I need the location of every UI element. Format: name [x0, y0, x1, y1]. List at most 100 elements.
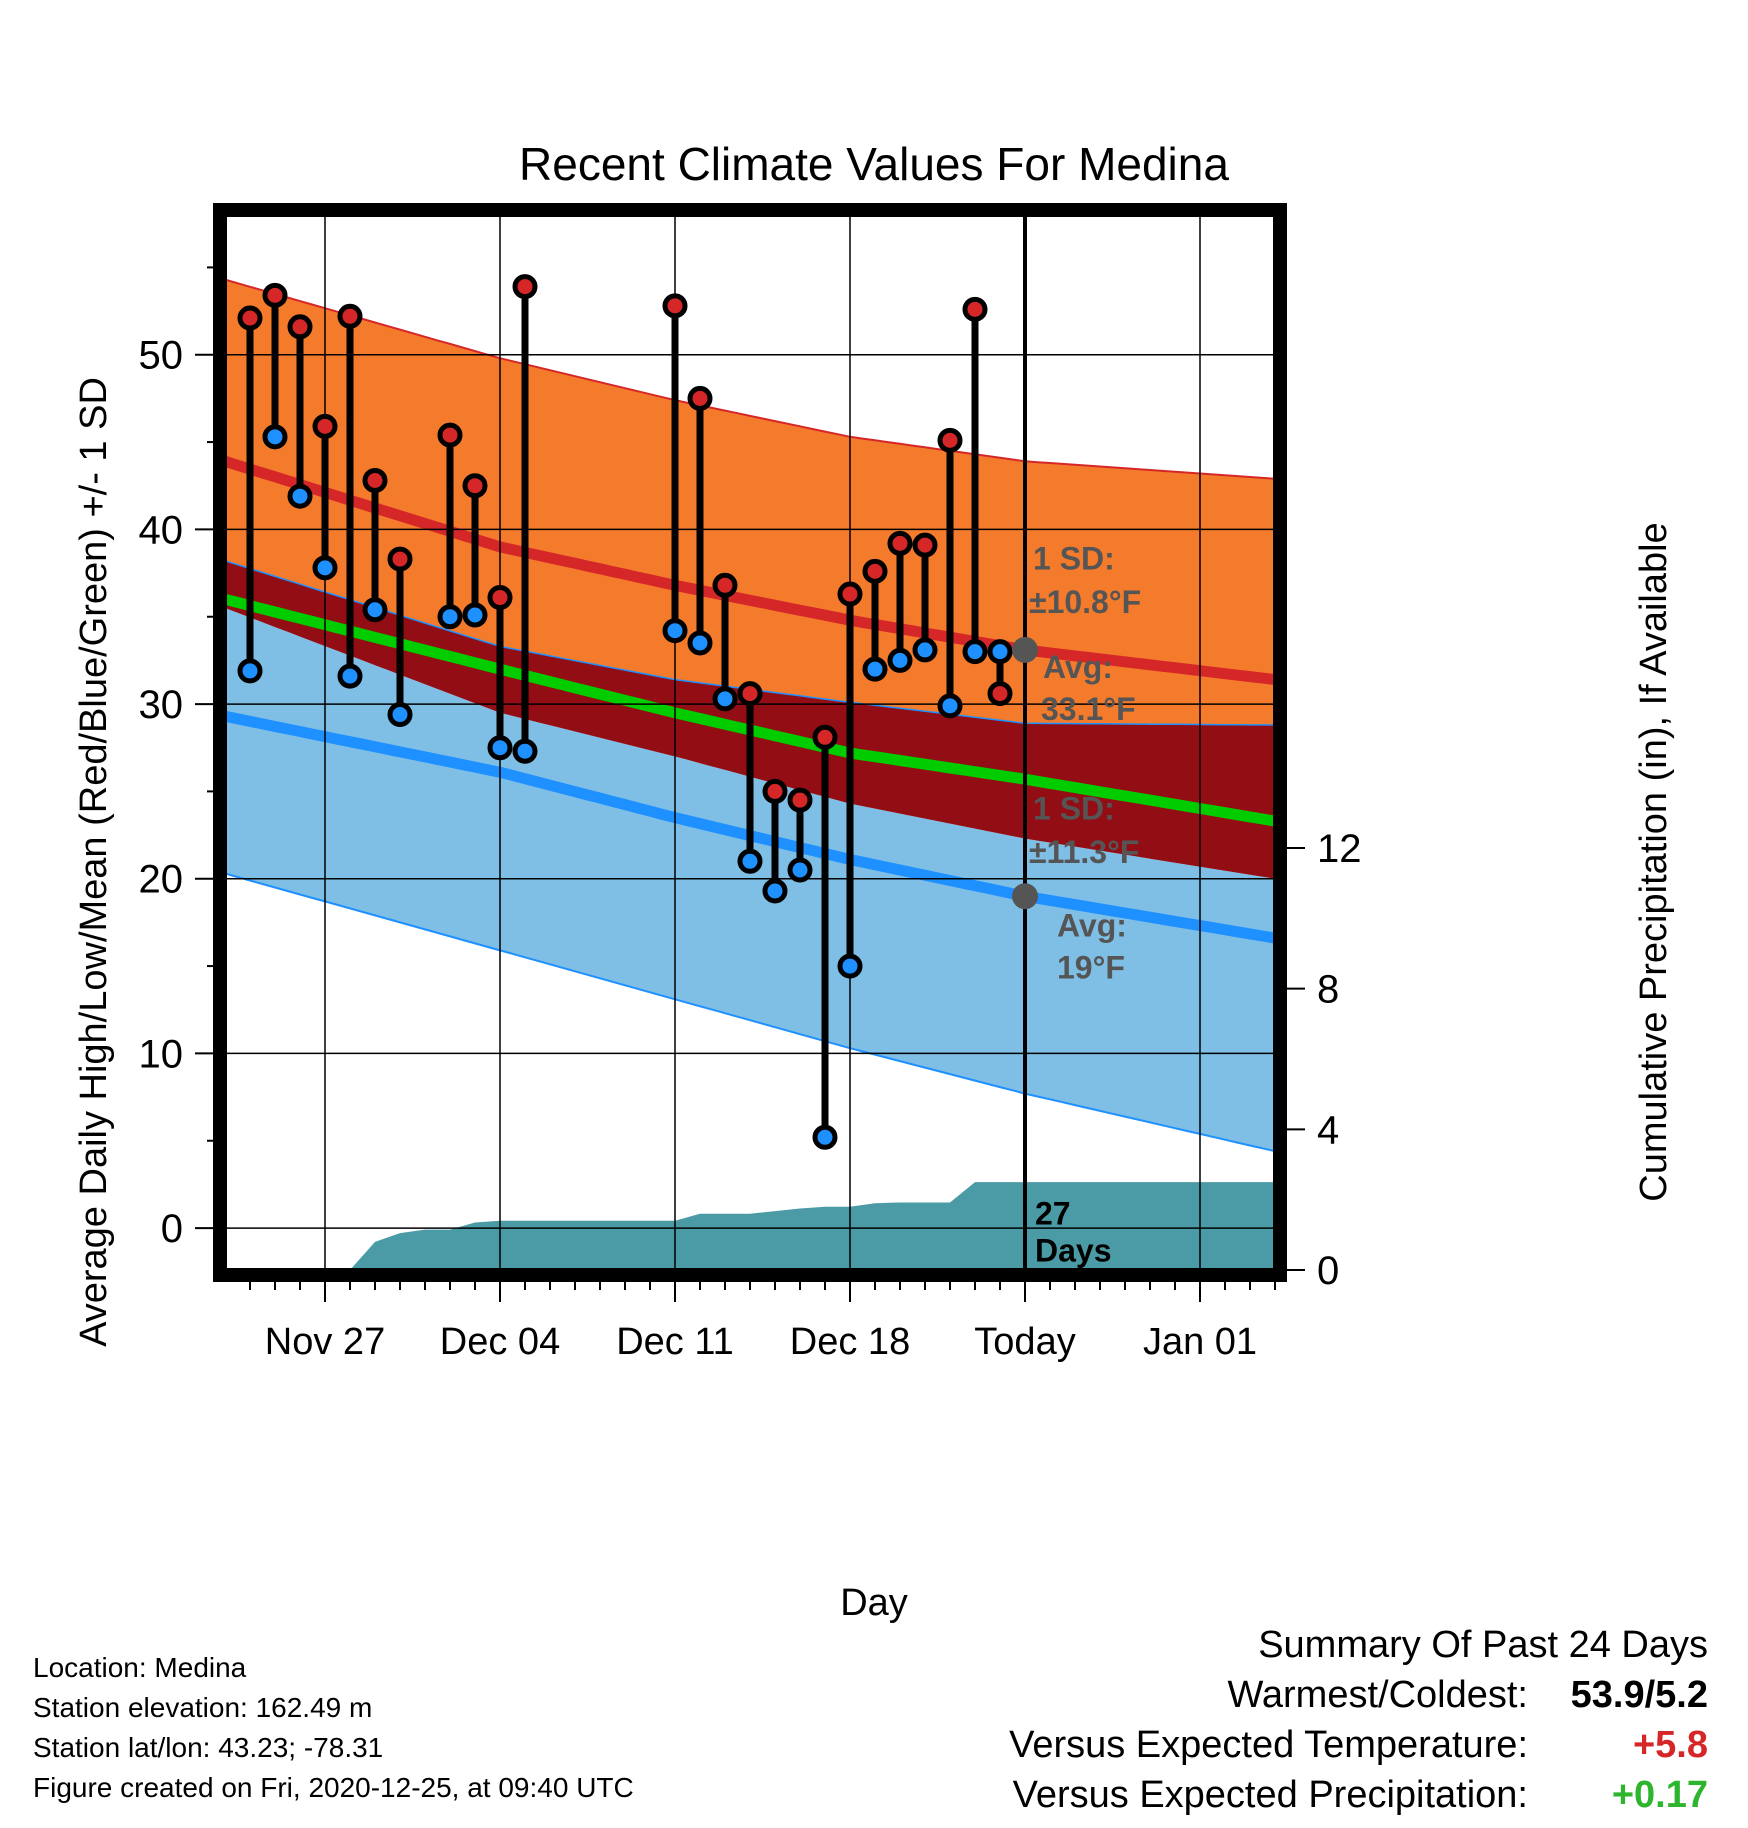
low-temp-point [362, 597, 388, 623]
high-temp-point [787, 787, 813, 813]
high-temp-point [362, 467, 388, 493]
low-temp-point [312, 555, 338, 581]
y2-tick-label: 8 [1317, 968, 1339, 1012]
low-temp-point [912, 637, 938, 663]
low-temp-point [462, 602, 488, 628]
y-tick-label: 40 [139, 508, 184, 552]
high-temp-point [762, 778, 788, 804]
precip-value: +0.17 [1611, 1774, 1708, 1816]
y2-tick-label: 12 [1317, 827, 1362, 871]
high-temp-point [387, 546, 413, 572]
precipitation-area [225, 1182, 1275, 1270]
high-temp-point [862, 558, 888, 584]
high-temp-point [662, 293, 688, 319]
low-temp-point [762, 878, 788, 904]
high-average-line [225, 456, 1275, 686]
high-temp-point [687, 385, 713, 411]
x-tick-label: Nov 27 [265, 1321, 385, 1363]
y2-tick-label: 0 [1317, 1249, 1339, 1293]
temp-row: Versus Expected Temperature: +5.8 [1009, 1720, 1708, 1770]
high-temp-point [487, 585, 513, 611]
high-upper-edge [225, 278, 1275, 480]
y-tick-label: 50 [139, 334, 184, 378]
high-temp-point [287, 314, 313, 340]
high-temp-point [462, 473, 488, 499]
x-tick-label: Jan 01 [1143, 1321, 1257, 1363]
low-temp-point [812, 1124, 838, 1150]
low-temp-point [487, 735, 513, 761]
x-tick-label: Dec 04 [440, 1321, 560, 1363]
low-temp-point [437, 604, 463, 630]
high-temp-point [912, 532, 938, 558]
high-avg-value: 33.1°F [1041, 691, 1136, 727]
x-tick-label: Today [974, 1321, 1075, 1363]
low-temp-point [662, 618, 688, 644]
high-temp-point [887, 530, 913, 556]
y2-axis-label: Cumulative Precipitation (in), If Availa… [1633, 522, 1675, 1201]
temp-label: Versus Expected Temperature: [1009, 1724, 1528, 1766]
warm-cold-row: Warmest/Coldest: 53.9/5.2 [1009, 1670, 1708, 1720]
high-temp-point [712, 572, 738, 598]
warm-cold-value: 53.9/5.2 [1570, 1674, 1708, 1716]
low-lower-edge [225, 872, 1275, 1153]
elevation-text: Station elevation: 162.49 m [33, 1692, 373, 1723]
low-temp-point [737, 848, 763, 874]
x-tick-label: Dec 11 [616, 1321, 734, 1363]
low-average-marker [1012, 883, 1038, 910]
low-temp-point [962, 639, 988, 665]
high-temp-point [312, 413, 338, 439]
latlon-text: Station lat/lon: 43.23; -78.31 [33, 1732, 384, 1763]
y-tick-label: 20 [139, 858, 184, 902]
high-temp-point [987, 681, 1013, 707]
y-tick-label: 10 [139, 1032, 184, 1076]
low-temp-point [712, 686, 738, 712]
high-temp-point [962, 296, 988, 322]
high-sd-value: ±10.8°F [1029, 584, 1141, 620]
created-text: Figure created on Fri, 2020-12-25, at 09… [33, 1772, 634, 1803]
high-average-marker [1012, 636, 1038, 663]
low-temp-point [237, 658, 263, 684]
y-axis-label: Average Daily High/Low/Mean (Red/Blue/Gr… [73, 377, 115, 1347]
low-temp-point [687, 630, 713, 656]
high-avg-label: Avg: [1043, 649, 1113, 685]
days-word: Days [1035, 1232, 1112, 1268]
summary-panel: Summary Of Past 24 Days Warmest/Coldest:… [1009, 1620, 1708, 1820]
low-temp-point [337, 663, 363, 689]
high-temp-point [812, 724, 838, 750]
days-count: 27 [1035, 1196, 1071, 1232]
low-temp-point [512, 738, 538, 764]
high-temp-point [237, 305, 263, 331]
chart-title: Recent Climate Values For Medina [519, 138, 1229, 190]
high-sd-label: 1 SD: [1033, 541, 1115, 577]
high-temp-point [937, 427, 963, 453]
high-sd-band [225, 279, 1275, 725]
location-text: Location: Medina [33, 1652, 247, 1683]
y-tick-label: 30 [139, 683, 184, 727]
plot-area: 1 SD: ±10.8°F Avg: 33.1°F 1 SD: ±11.3°F Avg: 19… [139, 203, 1362, 1363]
low-sd-value: ±11.3°F [1029, 834, 1139, 870]
high-temp-point [837, 581, 863, 607]
plot-frame [213, 203, 1287, 1282]
y2-tick-label: 4 [1317, 1108, 1339, 1152]
low-temp-point [837, 953, 863, 979]
low-avg-value: 19°F [1057, 949, 1125, 985]
precip-label: Versus Expected Precipitation: [1012, 1774, 1528, 1816]
low-avg-label: Avg: [1057, 907, 1127, 943]
low-temp-point [987, 639, 1013, 665]
high-temp-point [437, 422, 463, 448]
high-temp-point [512, 274, 538, 300]
temp-value: +5.8 [1632, 1724, 1708, 1766]
summary-heading: Summary Of Past 24 Days [1258, 1624, 1708, 1666]
low-temp-point [787, 857, 813, 883]
x-axis-label: Day [840, 1582, 908, 1624]
plot-clipped: 1 SD: ±10.8°F Avg: 33.1°F 1 SD: ±11.3°F Avg: 19… [225, 215, 1275, 1270]
low-temp-point [887, 647, 913, 673]
high-temp-point [737, 681, 763, 707]
low-sd-label: 1 SD: [1033, 790, 1115, 826]
y-tick-label: 0 [161, 1207, 183, 1251]
high-temp-point [337, 303, 363, 329]
low-temp-point [287, 483, 313, 509]
low-sd-band [225, 608, 1275, 1152]
low-temp-point [387, 702, 413, 728]
